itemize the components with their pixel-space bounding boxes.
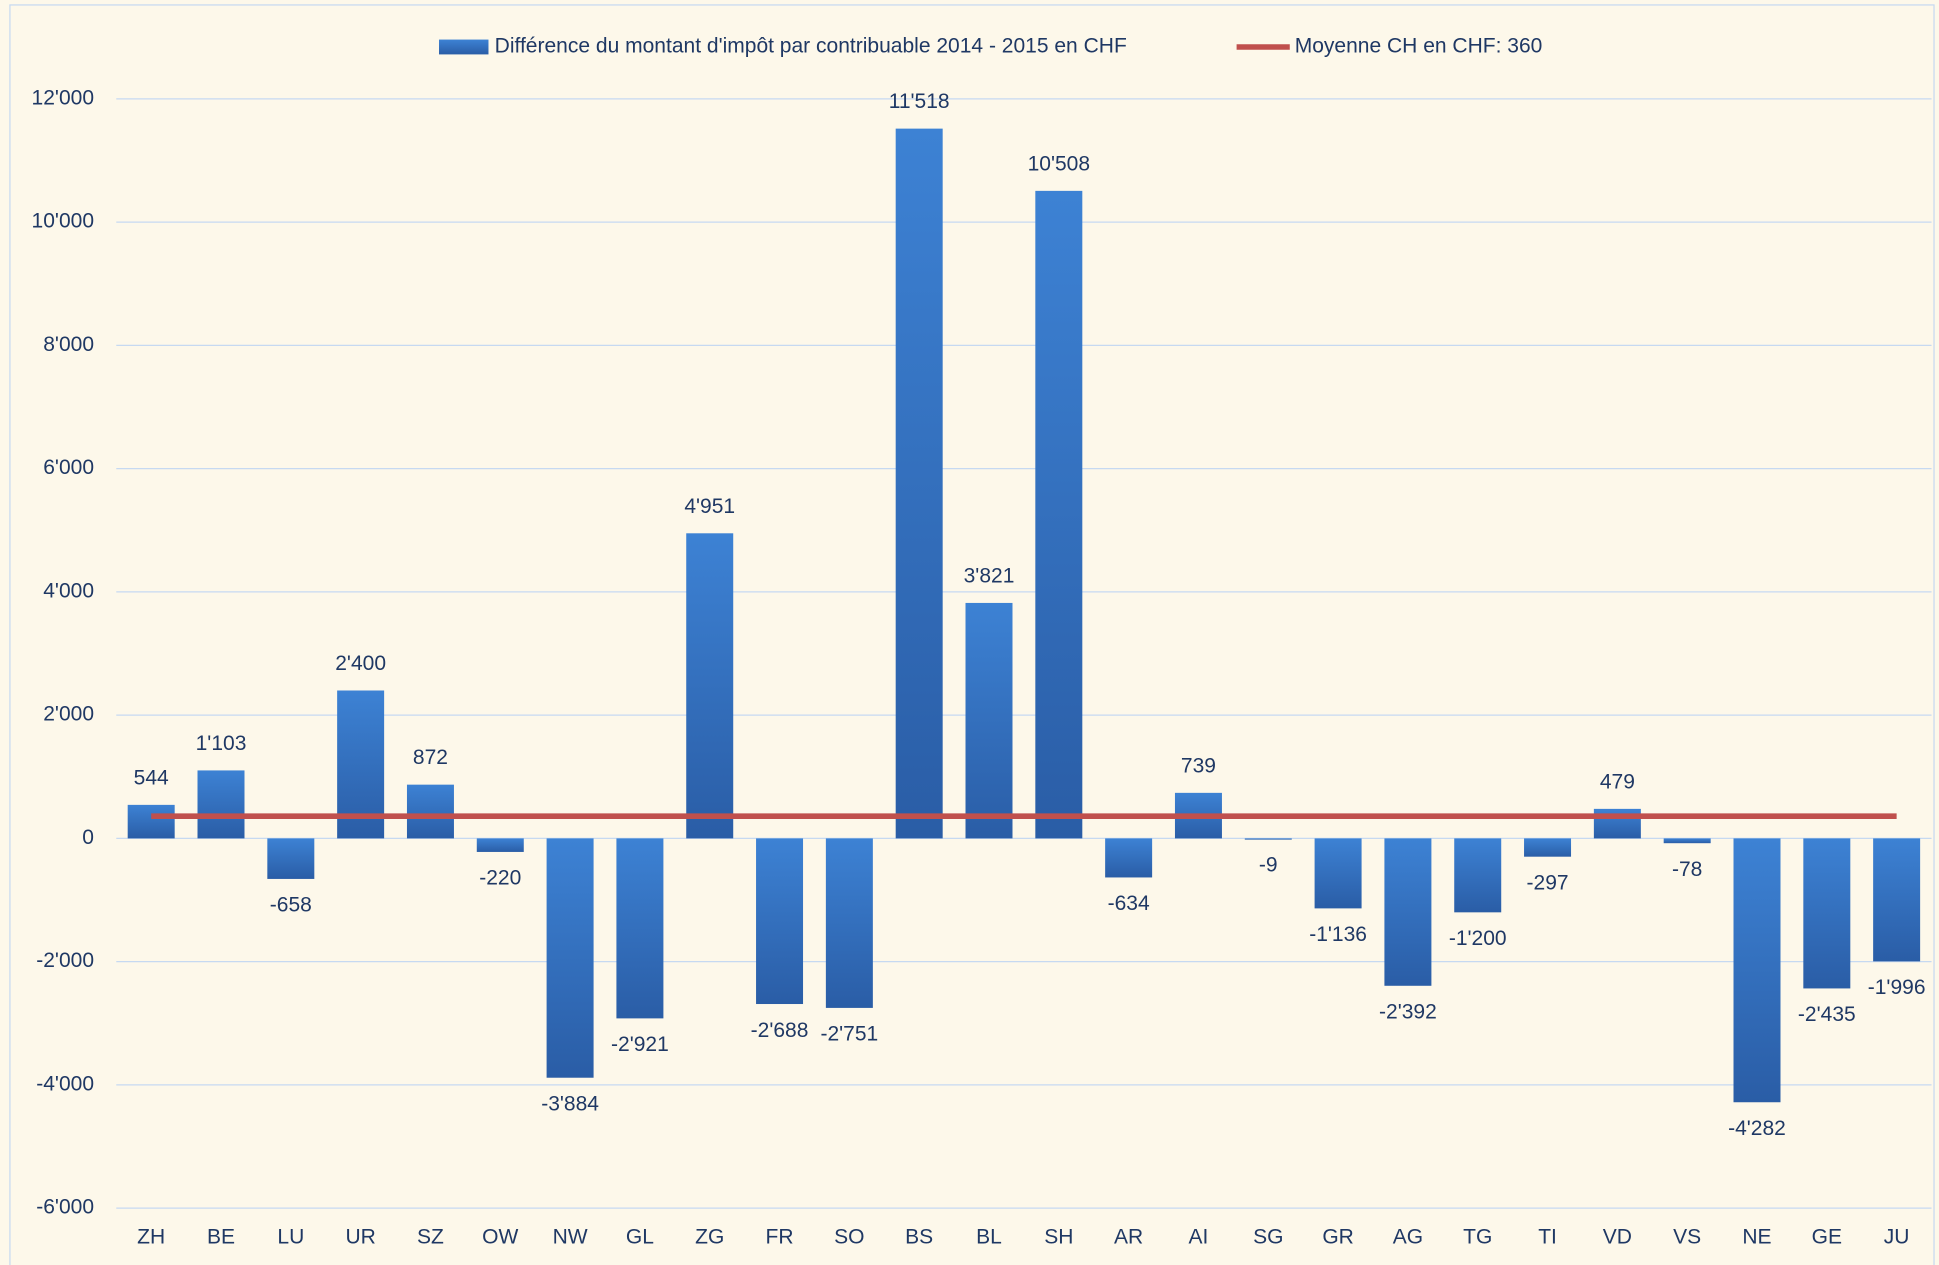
x-tick-label: NW xyxy=(553,1225,588,1248)
data-label: 872 xyxy=(413,746,448,769)
x-tick-label: VD xyxy=(1603,1225,1632,1248)
bar xyxy=(1663,838,1711,844)
y-tick-label: 8'000 xyxy=(43,333,94,356)
x-tick-label: UR xyxy=(345,1225,375,1248)
y-tick-label: -2'000 xyxy=(36,949,94,972)
bar xyxy=(197,770,245,839)
bar xyxy=(616,838,664,1019)
data-label: 10'508 xyxy=(1028,152,1090,175)
x-tick-label: SH xyxy=(1044,1225,1073,1248)
data-label: -78 xyxy=(1672,858,1702,881)
x-tick-label: SG xyxy=(1253,1225,1283,1248)
x-tick-label: BE xyxy=(207,1225,235,1248)
x-tick-label: SZ xyxy=(417,1225,444,1248)
bar xyxy=(1384,838,1432,986)
bar xyxy=(825,838,873,1008)
y-tick-label: 10'000 xyxy=(32,210,94,233)
x-tick-label: AR xyxy=(1114,1225,1143,1248)
data-label: -2'921 xyxy=(611,1033,669,1056)
x-tick-label: LU xyxy=(277,1225,304,1248)
legend-label: Moyenne CH en CHF: 360 xyxy=(1295,35,1543,58)
data-label: 479 xyxy=(1600,770,1635,793)
bar xyxy=(1035,190,1083,839)
x-tick-label: JU xyxy=(1884,1225,1910,1248)
bar xyxy=(1873,838,1921,962)
data-label: -220 xyxy=(479,867,521,890)
data-label: -2'435 xyxy=(1798,1003,1856,1026)
bar xyxy=(686,533,734,839)
legend-label: Différence du montant d'impôt par contri… xyxy=(495,35,1127,58)
x-tick-label: AI xyxy=(1189,1225,1209,1248)
data-label: -1'136 xyxy=(1309,923,1367,946)
data-label: -658 xyxy=(270,894,312,917)
x-tick-label: NE xyxy=(1742,1225,1771,1248)
data-label: -4'282 xyxy=(1728,1117,1786,1140)
data-label: 2'400 xyxy=(335,652,386,675)
bar xyxy=(756,838,804,1005)
bar xyxy=(965,602,1013,839)
data-label: 1'103 xyxy=(196,732,247,755)
bar xyxy=(1733,838,1781,1103)
data-label: -634 xyxy=(1108,892,1150,915)
y-tick-label: 6'000 xyxy=(43,456,94,479)
x-tick-label: GR xyxy=(1322,1225,1354,1248)
bar xyxy=(476,838,524,852)
bar xyxy=(546,838,594,1078)
x-tick-label: BL xyxy=(976,1225,1002,1248)
bar xyxy=(1524,838,1572,857)
bar xyxy=(1454,838,1502,913)
x-tick-label: FR xyxy=(766,1225,794,1248)
x-tick-label: ZG xyxy=(695,1225,724,1248)
bar xyxy=(1244,838,1292,840)
data-label: -2'751 xyxy=(820,1023,878,1046)
bar xyxy=(1593,808,1641,839)
y-tick-label: 2'000 xyxy=(43,703,94,726)
data-label: 4'951 xyxy=(684,495,735,518)
x-tick-label: GE xyxy=(1812,1225,1842,1248)
bar xyxy=(1314,838,1362,909)
y-tick-label: -4'000 xyxy=(36,1072,94,1095)
x-tick-label: BS xyxy=(905,1225,933,1248)
y-tick-label: 0 xyxy=(82,826,94,849)
data-label: 3'821 xyxy=(964,565,1015,588)
bar xyxy=(895,128,943,839)
x-tick-label: SO xyxy=(834,1225,864,1248)
data-label: -1'996 xyxy=(1868,976,1926,999)
data-label: -9 xyxy=(1259,854,1278,877)
data-label: 544 xyxy=(134,766,169,789)
legend: Différence du montant d'impôt par contri… xyxy=(439,35,1542,58)
x-tick-label: VS xyxy=(1673,1225,1701,1248)
data-label: -2'688 xyxy=(751,1019,809,1042)
data-label: -2'392 xyxy=(1379,1001,1437,1024)
data-label: 739 xyxy=(1181,754,1216,777)
bar xyxy=(1803,838,1851,989)
x-tick-label: ZH xyxy=(137,1225,165,1248)
data-label: 11'518 xyxy=(889,90,950,113)
x-tick-label: OW xyxy=(482,1225,518,1248)
bar xyxy=(1105,838,1153,878)
data-label: -3'884 xyxy=(541,1092,599,1115)
data-label: -1'200 xyxy=(1449,927,1507,950)
frame xyxy=(9,4,1935,1265)
y-tick-label: -6'000 xyxy=(36,1196,94,1219)
x-tick-label: AG xyxy=(1393,1225,1423,1248)
bar xyxy=(127,804,175,839)
y-tick-label: 4'000 xyxy=(43,579,94,602)
x-tick-label: TG xyxy=(1463,1225,1492,1248)
x-tick-label: GL xyxy=(626,1225,654,1248)
data-label: -297 xyxy=(1527,871,1569,894)
bar xyxy=(267,838,315,879)
y-tick-label: 12'000 xyxy=(32,86,94,109)
legend-swatch xyxy=(439,39,489,55)
x-tick-label: TI xyxy=(1538,1225,1557,1248)
bar xyxy=(406,784,454,839)
